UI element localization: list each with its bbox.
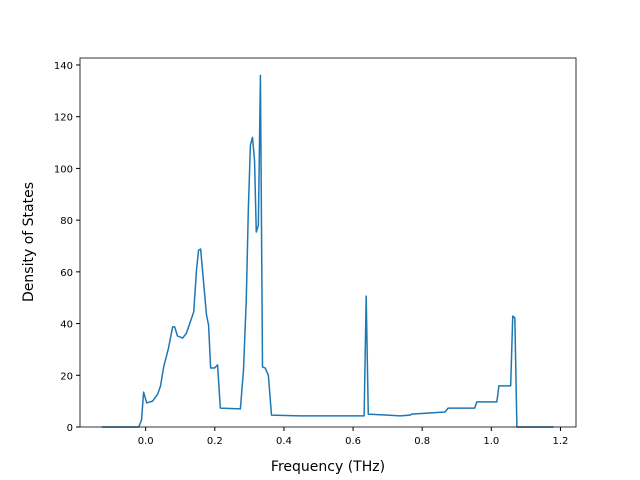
- y-axis-label: Density of States: [21, 182, 37, 302]
- y-tick-label: 120: [54, 113, 73, 124]
- x-tick-label: 0.4: [276, 436, 292, 447]
- x-tick-label: 0.8: [414, 436, 430, 447]
- y-tick-label: 0: [67, 423, 73, 434]
- x-tick-label: 0.0: [138, 436, 154, 447]
- y-tick-label: 140: [54, 61, 73, 72]
- x-tick-label: 0.2: [207, 436, 223, 447]
- x-axis-label: Frequency (THz): [271, 459, 385, 475]
- y-tick-label: 80: [60, 216, 73, 227]
- x-tick-label: 1.0: [483, 436, 499, 447]
- x-tick-label: 1.2: [552, 436, 568, 447]
- y-tick-label: 40: [60, 320, 73, 331]
- x-tick-label: 0.6: [345, 436, 361, 447]
- y-tick-label: 60: [60, 268, 73, 279]
- line-series: [101, 74, 554, 428]
- y-tick-label: 20: [60, 371, 73, 382]
- y-tick-label: 100: [54, 164, 73, 175]
- plot-frame: [79, 57, 577, 428]
